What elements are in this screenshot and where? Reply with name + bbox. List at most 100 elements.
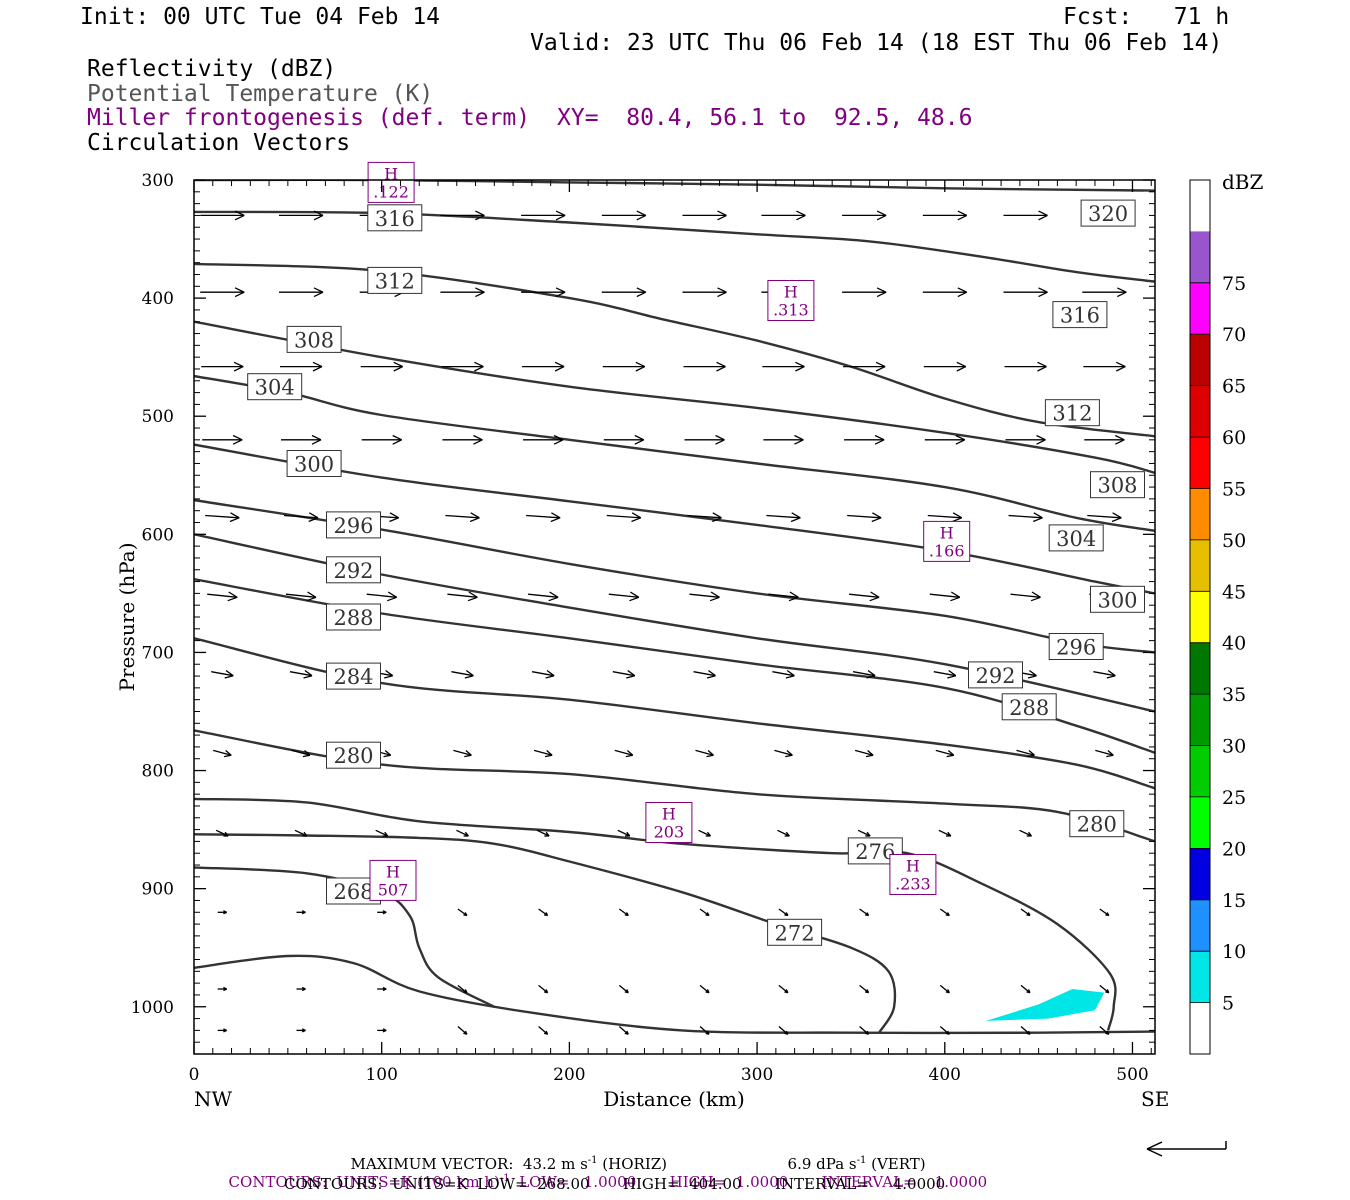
colorbar-segment	[1190, 694, 1210, 746]
vector-head	[553, 434, 564, 441]
circulation-vector	[207, 591, 238, 602]
reflectivity-fill	[986, 989, 1105, 1021]
vector-head	[301, 988, 306, 992]
circulation-vector	[938, 829, 952, 837]
vector-head	[1105, 991, 1109, 994]
vector-shaft	[1019, 829, 1032, 837]
vector-head	[543, 991, 548, 994]
vector-head	[224, 675, 234, 679]
vector-head	[301, 1029, 306, 1033]
circulation-vector	[283, 512, 319, 523]
vector-head	[1033, 512, 1043, 519]
colorbar-segment	[1190, 539, 1210, 592]
vector-head	[475, 214, 485, 221]
vector-head	[387, 596, 397, 602]
vector-head	[1106, 675, 1116, 679]
vector-head	[1117, 291, 1127, 298]
vector-head	[393, 361, 403, 368]
vector-head	[716, 361, 726, 368]
max-vector-horiz-unit: (HORIZ)	[597, 1155, 668, 1173]
circulation-vector	[296, 1028, 306, 1033]
contour-label-text: 316	[1060, 304, 1100, 328]
circulation-vector	[1095, 749, 1114, 758]
contour-label-text: 304	[1056, 527, 1096, 551]
circulation-vector	[531, 669, 555, 679]
contour-label-box	[247, 373, 303, 401]
circulation-vector	[1099, 908, 1110, 917]
theta-contour-308	[194, 320, 1155, 475]
vector-head	[634, 434, 645, 441]
vector-shaft	[538, 984, 549, 994]
vector-head	[465, 669, 474, 677]
vector-head	[543, 914, 548, 917]
vector-head	[389, 517, 399, 523]
circulation-vector	[526, 512, 561, 523]
vector-head	[874, 434, 885, 441]
contour-label-text: 316	[375, 207, 415, 231]
colorbar-segment	[1190, 334, 1210, 386]
circulation-vector	[217, 910, 227, 915]
max-vector-vert: 6.9 dPa s-1 (VERT)	[778, 1141, 926, 1172]
x-tick-label: 200	[553, 1065, 585, 1085]
vector-shaft	[528, 593, 559, 598]
circulation-vector	[280, 361, 323, 372]
circulation-vector	[939, 984, 950, 994]
frontogenesis-max: H.313	[767, 280, 815, 321]
vector-shaft	[457, 984, 468, 994]
vector-head	[706, 675, 716, 679]
circulation-vector	[1099, 1026, 1110, 1035]
vector-head	[234, 214, 245, 221]
fronto-max-value: .233	[895, 875, 931, 894]
vector-shaft	[215, 829, 229, 837]
x-tick-label: 300	[741, 1065, 773, 1085]
colorbar-segment	[1190, 796, 1210, 849]
colorbar-frame	[1189, 179, 1211, 1055]
circulation-vector	[693, 669, 716, 679]
circulation-vector	[1004, 361, 1047, 372]
vector-head	[626, 750, 634, 756]
contour-label-text: 276	[855, 840, 895, 864]
vector-shaft	[283, 514, 319, 519]
vector-shaft	[618, 1026, 629, 1035]
vector-head	[306, 596, 317, 602]
circulation-vector	[456, 829, 469, 837]
vector-shaft	[929, 593, 960, 598]
circulation-vector	[698, 829, 712, 837]
circulation-vector	[774, 749, 793, 758]
vector-head	[543, 1032, 548, 1035]
vector-head	[234, 291, 245, 298]
max-vector-horiz: MAXIMUM VECTOR: 43.2 m s	[350, 1155, 588, 1173]
vector-head	[384, 675, 393, 679]
circulation-vector	[522, 361, 565, 372]
vector-shaft	[935, 749, 954, 756]
vector-shaft	[1093, 671, 1116, 677]
vector-head	[866, 675, 876, 679]
vector-head	[227, 596, 238, 602]
vector-head	[789, 591, 799, 598]
vector-head	[1038, 291, 1048, 298]
vector-head	[223, 911, 227, 915]
circulation-vector	[849, 591, 880, 602]
vector-shaft	[768, 593, 799, 598]
vector-head	[631, 512, 642, 519]
theta-contour-272	[194, 833, 897, 1034]
circulation-vector	[521, 210, 566, 221]
vector-head	[548, 596, 559, 602]
circulation-vector	[699, 984, 710, 994]
circulation-vector	[291, 749, 311, 758]
contour-label-text: 312	[1052, 402, 1092, 426]
vector-shaft	[606, 514, 641, 519]
vector-head	[555, 291, 566, 298]
circulation-vector	[202, 434, 243, 445]
vector-head	[469, 517, 480, 523]
vector-head	[553, 439, 564, 445]
vector-shaft	[689, 593, 720, 598]
vector-head	[784, 1032, 789, 1035]
vector-head	[313, 291, 324, 298]
contour-label-280: 280	[1069, 810, 1125, 838]
vector-head	[876, 214, 887, 221]
vector-head	[712, 517, 722, 523]
vector-shaft	[211, 671, 234, 677]
vector-head	[948, 669, 957, 677]
vector-head	[382, 988, 387, 992]
